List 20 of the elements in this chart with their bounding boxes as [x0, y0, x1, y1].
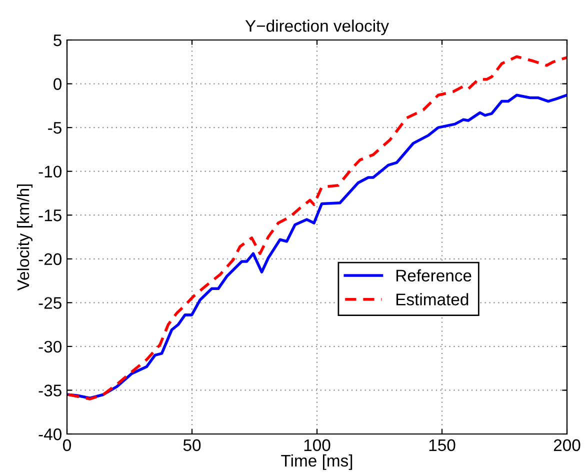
- y-tick-label: -20: [38, 253, 62, 266]
- y-tick-label: 5: [54, 34, 62, 46]
- y-tick-label: -40: [38, 428, 62, 440]
- y-tick-label: -10: [38, 166, 62, 178]
- legend-label: Reference: [396, 269, 472, 282]
- y-tick-label: -5: [48, 122, 62, 134]
- x-tick-label: 100: [304, 439, 330, 452]
- x-tick-label: 200: [554, 439, 580, 452]
- y-tick-label: -30: [38, 340, 62, 353]
- x-axis-title: Time [ms]: [281, 454, 352, 470]
- chart-title: Y−direction velocity: [245, 20, 389, 36]
- y-axis-title: Velocity [km/h]: [16, 184, 32, 291]
- x-tick-label: 50: [183, 439, 201, 452]
- y-tick-label: -15: [38, 210, 62, 222]
- x-tick-label: 150: [429, 439, 456, 452]
- y-tick-label: 0: [54, 78, 62, 90]
- legend-label: Estimated: [396, 293, 468, 306]
- y-tick-label: -25: [38, 297, 62, 309]
- y-tick-label: -35: [38, 384, 62, 396]
- x-tick-label: 0: [63, 439, 71, 452]
